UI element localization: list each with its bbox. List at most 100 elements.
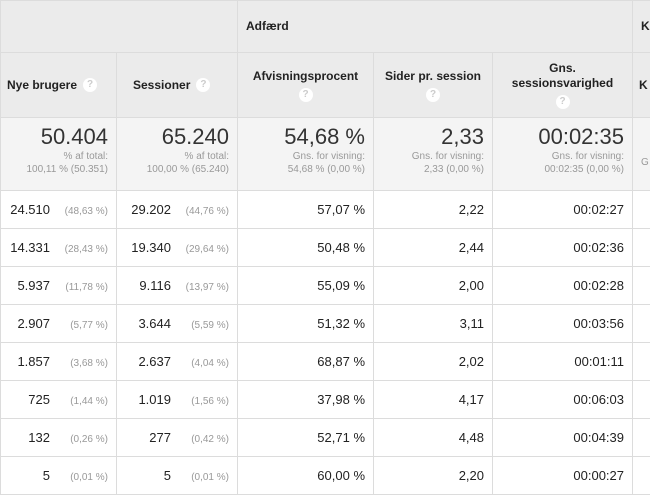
percent: (4,04 %): [191, 358, 229, 369]
value: 1.857: [17, 354, 50, 369]
percent: (0,01 %): [191, 472, 229, 483]
help-icon[interactable]: ?: [83, 78, 98, 93]
percent: (48,63 %): [64, 206, 108, 217]
cell-pages: 4,48: [373, 418, 493, 457]
col-label: Sessioner: [133, 77, 191, 92]
group-next: Ko: [632, 0, 650, 53]
col-duration[interactable]: Gns. sessionsvarighed?: [492, 52, 633, 118]
cell-pages: 2,22: [373, 190, 493, 229]
summary-label: Gns. for visning:: [411, 151, 484, 162]
cell-bounce: 68,87 %: [237, 342, 374, 381]
value: 3.644: [138, 316, 171, 331]
cell-next: [632, 342, 650, 381]
cell-new-users: 2.907 (5,77 %): [0, 304, 117, 343]
cell-sessions: 1.019 (1,56 %): [116, 380, 238, 419]
value: 19.340: [131, 240, 171, 255]
col-sessions[interactable]: Sessioner?: [116, 52, 238, 118]
cell-duration: 00:02:36: [492, 228, 633, 267]
cell-bounce: 52,71 %: [237, 418, 374, 457]
summary-detail: 100,00 % (65.240): [146, 164, 229, 175]
percent: (0,26 %): [70, 434, 108, 445]
value: 5: [42, 468, 50, 483]
cell-duration: 00:03:56: [492, 304, 633, 343]
cell-sessions: 19.340 (29,64 %): [116, 228, 238, 267]
cell-bounce: 50,48 %: [237, 228, 374, 267]
col-bounce[interactable]: Afvisningsprocent?: [237, 52, 374, 118]
cell-next: [632, 380, 650, 419]
cell-new-users: 5 (0,01 %): [0, 456, 117, 495]
cell-new-users: 5.937 (11,78 %): [0, 266, 117, 305]
summary-label: G: [641, 157, 649, 168]
percent: (11,78 %): [65, 282, 108, 293]
table-row: 5.937 (11,78 %) 9.116 (13,97 %) 55,09 % 2,00 0…: [0, 266, 650, 305]
help-icon[interactable]: ?: [196, 78, 211, 93]
cell-duration: 00:06:03: [492, 380, 633, 419]
percent: (28,43 %): [64, 244, 108, 255]
value: 132: [28, 430, 50, 445]
value: 2.907: [17, 316, 50, 331]
cell-pages: 2,44: [373, 228, 493, 267]
col-label: Afvisningsprocent: [252, 68, 359, 83]
summary-new-users: 50.404 % af total: 100,11 % (50.351): [0, 117, 117, 191]
cell-new-users: 132 (0,26 %): [0, 418, 117, 457]
summary-value: 00:02:35: [538, 124, 624, 149]
group-behavior: Adfærd: [237, 0, 633, 53]
cell-pages: 2,20: [373, 456, 493, 495]
cell-pages: 2,02: [373, 342, 493, 381]
value: 24.510: [10, 202, 50, 217]
cell-new-users: 1.857 (3,68 %): [0, 342, 117, 381]
cell-bounce: 55,09 %: [237, 266, 374, 305]
summary-next: G: [632, 117, 650, 191]
value: 5.937: [17, 278, 50, 293]
col-label: Gns. sessionsvarighed: [511, 61, 614, 90]
cell-sessions: 3.644 (5,59 %): [116, 304, 238, 343]
cell-sessions: 2.637 (4,04 %): [116, 342, 238, 381]
cell-pages: 2,00: [373, 266, 493, 305]
group-empty: [0, 0, 238, 53]
percent: (3,68 %): [70, 358, 108, 369]
table-row: 725 (1,44 %) 1.019 (1,56 %) 37,98 % 4,17 00:06…: [0, 380, 650, 419]
value: 29.202: [131, 202, 171, 217]
cell-bounce: 57,07 %: [237, 190, 374, 229]
cell-duration: 00:02:27: [492, 190, 633, 229]
cell-duration: 00:04:39: [492, 418, 633, 457]
cell-new-users: 725 (1,44 %): [0, 380, 117, 419]
summary-pages: 2,33 Gns. for visning: 2,33 (0,00 %): [373, 117, 493, 191]
cell-sessions: 29.202 (44,76 %): [116, 190, 238, 229]
cell-next: [632, 418, 650, 457]
percent: (44,76 %): [185, 206, 229, 217]
percent: (1,44 %): [70, 396, 108, 407]
summary-value: 54,68 %: [284, 124, 365, 149]
percent: (13,97 %): [185, 282, 229, 293]
help-icon[interactable]: ?: [426, 87, 440, 102]
cell-bounce: 51,32 %: [237, 304, 374, 343]
cell-sessions: 277 (0,42 %): [116, 418, 238, 457]
cell-pages: 4,17: [373, 380, 493, 419]
value: 277: [149, 430, 171, 445]
value: 725: [28, 392, 50, 407]
cell-new-users: 14.331 (28,43 %): [0, 228, 117, 267]
col-new-users[interactable]: Nye brugere?: [0, 52, 117, 118]
value: 1.019: [138, 392, 171, 407]
cell-duration: 00:01:11: [492, 342, 633, 381]
table-row: 24.510 (48,63 %) 29.202 (44,76 %) 57,07 % 2,2…: [0, 190, 650, 229]
summary-label: % af total:: [184, 151, 229, 162]
summary-value: 65.240: [161, 124, 229, 149]
table-row: 5 (0,01 %) 5 (0,01 %) 60,00 % 2,20 00:00:27: [0, 456, 650, 495]
summary-label: Gns. for visning:: [292, 151, 365, 162]
table-row: 1.857 (3,68 %) 2.637 (4,04 %) 68,87 % 2,02 00:…: [0, 342, 650, 381]
summary-sessions: 65.240 % af total: 100,00 % (65.240): [116, 117, 238, 191]
help-icon[interactable]: ?: [555, 95, 570, 109]
col-label: Sider pr. session: [384, 68, 482, 83]
cell-sessions: 9.116 (13,97 %): [116, 266, 238, 305]
col-label: Nye brugere: [7, 77, 78, 92]
cell-pages: 3,11: [373, 304, 493, 343]
summary-label: Gns. for visning:: [551, 151, 624, 162]
col-next[interactable]: K: [632, 52, 650, 118]
table-row: 132 (0,26 %) 277 (0,42 %) 52,71 % 4,48 00:04:3…: [0, 418, 650, 457]
help-icon[interactable]: ?: [298, 87, 313, 102]
summary-detail: 100,11 % (50.351): [26, 164, 108, 175]
percent: (5,59 %): [191, 320, 229, 331]
col-pages[interactable]: Sider pr. session?: [373, 52, 493, 118]
